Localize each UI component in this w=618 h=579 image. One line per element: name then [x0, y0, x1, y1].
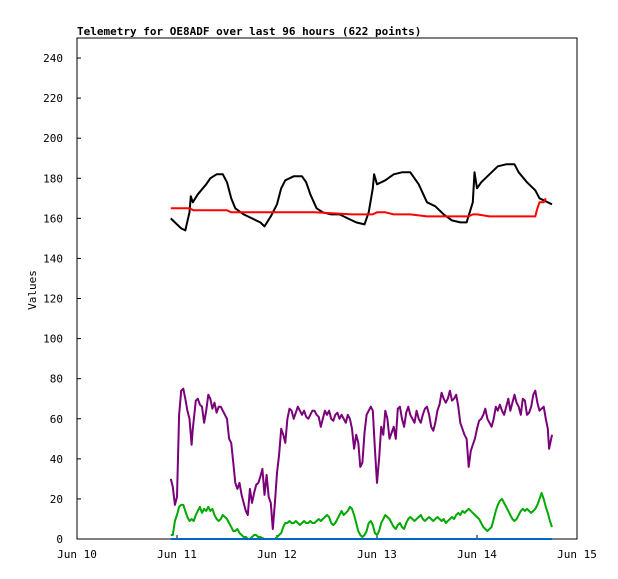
x-tick-label: Jun 13 — [357, 548, 397, 561]
y-tick-label: 200 — [43, 132, 63, 145]
y-tick-label: 40 — [50, 453, 63, 466]
y-tick-label: 220 — [43, 92, 63, 105]
y-tick-label: 20 — [50, 493, 63, 506]
y-tick-label: 180 — [43, 172, 63, 185]
y-tick-label: 140 — [43, 252, 63, 265]
y-axis: 0 20 40 60 80 100 120 140 160 180 200 220 240 — [43, 52, 81, 546]
series-line-3 — [170, 491, 553, 540]
x-tick-label: Jun 10 — [57, 548, 97, 561]
series-layer — [169, 163, 553, 540]
y-tick-label: 60 — [50, 413, 63, 426]
y-tick-label: 160 — [43, 212, 63, 225]
x-tick-label: Jun 15 — [557, 548, 597, 561]
y-tick-label: 0 — [56, 533, 63, 546]
x-tick-label: Jun 12 — [257, 548, 297, 561]
y-axis-label: Values — [26, 270, 39, 310]
series-line-2 — [169, 387, 553, 530]
x-tick-label: Jun 11 — [157, 548, 197, 561]
chart-title: Telemetry for OE8ADF over last 96 hours … — [77, 25, 421, 38]
x-axis: Jun 10 Jun 11 Jun 12 Jun 13 Jun 14 Jun 15 — [57, 535, 597, 561]
y-tick-label: 80 — [50, 373, 63, 386]
y-tick-label: 240 — [43, 52, 63, 65]
y-tick-label: 100 — [43, 333, 63, 346]
x-tick-label: Jun 14 — [457, 548, 497, 561]
y-tick-label: 120 — [43, 293, 63, 306]
series-line-0 — [170, 163, 553, 232]
series-line-1 — [170, 197, 547, 218]
